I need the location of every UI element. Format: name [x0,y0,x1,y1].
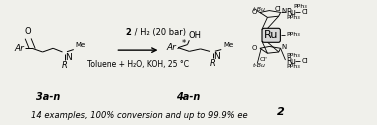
Text: Ru: Ru [286,57,296,66]
Text: R: R [62,61,68,70]
Text: PPh₃: PPh₃ [286,64,300,69]
Text: PPh₃: PPh₃ [286,15,300,20]
Text: Toluene + H₂O, KOH, 25 °C: Toluene + H₂O, KOH, 25 °C [87,60,189,70]
Text: N: N [281,8,287,14]
Text: Cl: Cl [275,6,282,12]
Text: OH: OH [188,31,202,40]
Text: Cl: Cl [302,10,308,15]
Text: Me: Me [223,42,233,48]
Text: 4a-n: 4a-n [176,92,201,102]
Text: R: R [210,59,216,68]
Text: O: O [25,27,32,36]
Text: Cl: Cl [302,58,308,64]
Text: PPh₃: PPh₃ [286,53,300,58]
Text: N: N [65,53,72,62]
Text: O: O [252,10,257,15]
Text: N: N [213,52,219,61]
Text: Ar: Ar [166,43,176,52]
Text: 3a-n: 3a-n [36,92,60,102]
Text: *: * [182,40,186,48]
Text: Cl': Cl' [260,57,268,62]
Text: PPh₃: PPh₃ [286,32,300,37]
Text: Ru: Ru [264,30,278,40]
Text: Ru: Ru [286,8,296,17]
Text: PPh₃: PPh₃ [294,4,308,9]
Text: N: N [281,44,287,50]
Text: / H₂ (20 bar): / H₂ (20 bar) [132,28,186,37]
Text: 2: 2 [277,107,285,117]
Text: O: O [252,45,257,51]
Text: t-Bu: t-Bu [253,7,265,12]
Text: t-Bu: t-Bu [253,63,265,68]
Text: Ar: Ar [14,44,24,53]
Text: 2: 2 [125,28,131,37]
Text: 14 examples, 100% conversion and up to 99.9% ee: 14 examples, 100% conversion and up to 9… [32,111,248,120]
Text: Me: Me [76,42,86,48]
